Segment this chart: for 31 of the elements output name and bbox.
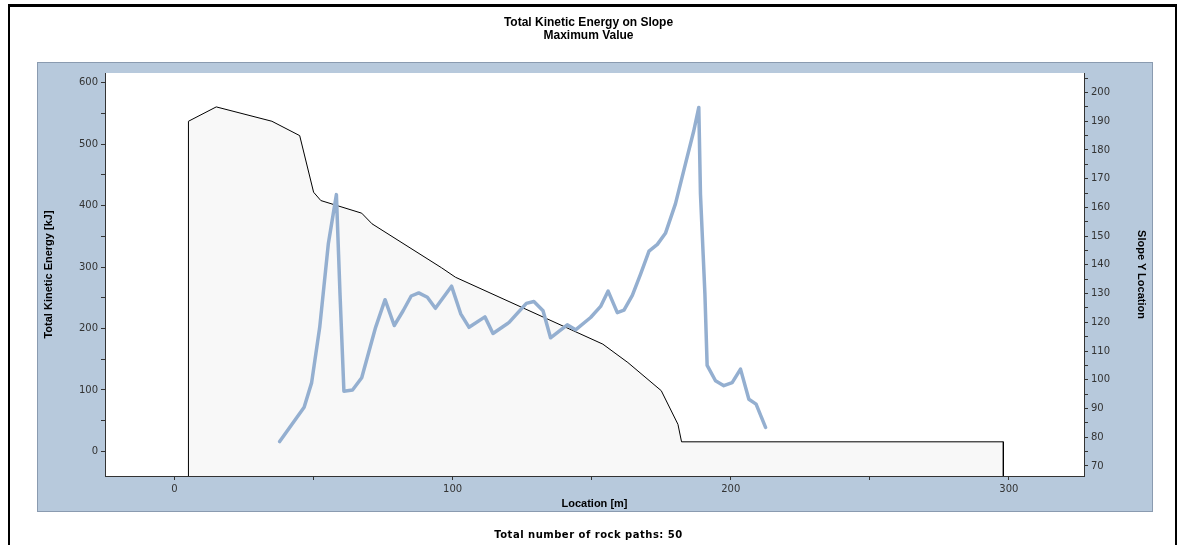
y2-tick-label: 190 bbox=[1091, 114, 1111, 126]
x-tick-label: 100 bbox=[443, 482, 463, 494]
y2-tick-label: 80 bbox=[1091, 430, 1104, 442]
y2-tick-label: 170 bbox=[1091, 172, 1111, 184]
y2-tick-label: 160 bbox=[1091, 201, 1111, 213]
x-axis-title: Location [m] bbox=[561, 497, 628, 510]
y2-tick-label: 100 bbox=[1091, 373, 1111, 385]
x-tick-label: 200 bbox=[721, 482, 741, 494]
chart-title: Total Kinetic Energy on Slope bbox=[502, 15, 675, 29]
y2-tick-label: 140 bbox=[1091, 258, 1111, 270]
y-tick-label: 100 bbox=[78, 383, 98, 395]
y2-tick-label: 180 bbox=[1091, 143, 1111, 155]
y2-tick-label: 150 bbox=[1091, 229, 1111, 241]
y-axis-title: Total Kinetic Energy [kJ] bbox=[41, 210, 54, 339]
y2-axis-title: Slope Y Location bbox=[1136, 230, 1149, 320]
x-tick-label: 300 bbox=[999, 482, 1019, 494]
y2-tick-label: 200 bbox=[1091, 86, 1111, 98]
text: Total number of rock paths: 50 bbox=[493, 529, 684, 540]
y-tick-label: 200 bbox=[78, 322, 98, 334]
x-tick-label: 0 bbox=[171, 482, 178, 494]
y-tick-label: 300 bbox=[78, 260, 98, 272]
y2-tick-label: 130 bbox=[1091, 287, 1111, 299]
y-tick-label: 0 bbox=[91, 445, 98, 457]
y2-tick-label: 110 bbox=[1091, 344, 1111, 356]
y2-tick-label: 120 bbox=[1091, 315, 1111, 327]
y-tick-label: 400 bbox=[78, 199, 98, 211]
y2-tick-label: 90 bbox=[1091, 402, 1104, 414]
y-tick-label: 500 bbox=[78, 137, 98, 149]
y-tick-label: 600 bbox=[78, 76, 98, 88]
chart-subtitle: Maximum Value bbox=[542, 28, 635, 42]
y2-tick-label: 70 bbox=[1091, 459, 1104, 471]
